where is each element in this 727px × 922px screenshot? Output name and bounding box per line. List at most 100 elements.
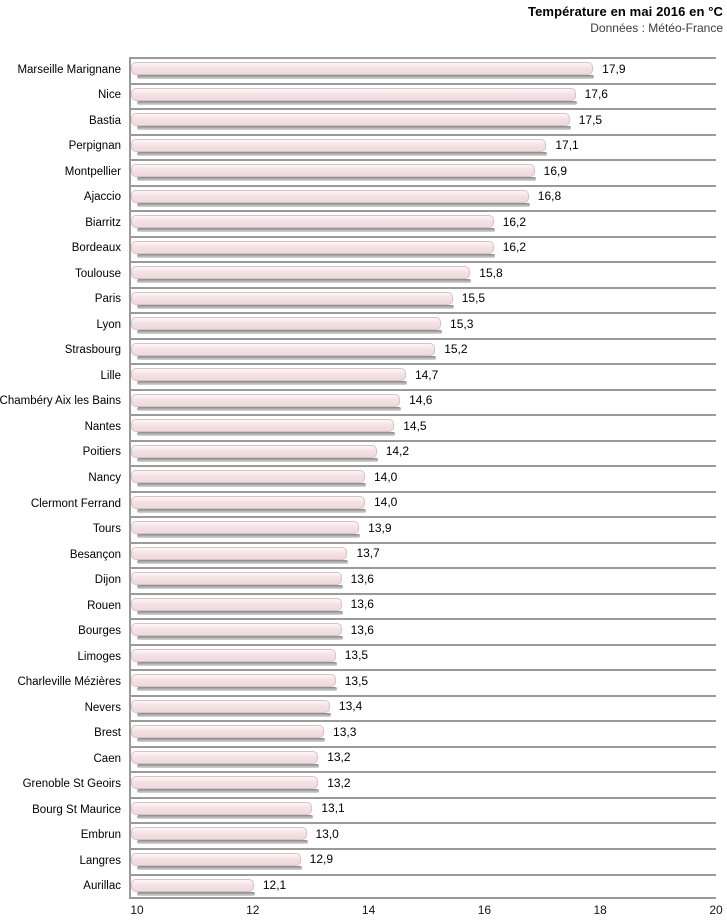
bar-shadow [137,483,366,488]
bar-shadow [137,253,495,258]
category-label: Tours [92,523,121,536]
bar-shadow [137,202,530,207]
row-plot-cell: 15,8 [129,261,716,287]
chart-row: Bastia 17,5 [0,108,716,134]
row-plot-cell: 14,6 [129,388,716,415]
category-label: Rouen [87,599,121,612]
chart-row: Marseille Marignane 17,9 [0,57,716,83]
temperature-bar [131,852,301,866]
category-label: Charleville Mézières [17,676,121,689]
value-label: 14,5 [403,418,427,433]
value-label: 17,1 [555,138,579,153]
row-plot-cell: 17,5 [129,108,716,134]
bar-shadow [137,381,407,386]
chart-row: Limoges 13,5 [0,643,716,670]
bar-shadow [137,304,454,309]
row-plot-cell: 13,5 [129,643,716,670]
bar-shadow [137,738,326,743]
category-label: Nevers [84,701,121,714]
category-label: Biarritz [85,216,121,229]
value-label: 14,6 [409,393,433,408]
x-axis-tick-label: 16 [477,903,492,917]
category-label: Montpellier [64,165,121,178]
value-label: 13,5 [344,648,369,663]
temperature-bar [131,827,307,841]
row-plot-cell: 13,9 [129,516,716,542]
row-plot-cell: 13,2 [129,745,716,772]
row-plot-cell: 14,0 [129,490,716,517]
value-label: 17,5 [578,112,603,127]
chart-row: Brest 13,3 [0,720,716,746]
category-label: Bastia [89,114,121,127]
chart-subtitle: Données : Météo-France [590,21,723,35]
temperature-bar [131,623,342,637]
bar-shadow [137,457,378,462]
row-plot-cell: 16,2 [129,235,716,262]
bar-shadow [137,151,548,156]
value-label: 13,1 [321,801,345,816]
temperature-bar [131,291,453,305]
bar-shadow [137,687,337,692]
category-label: Strasbourg [64,344,121,357]
row-plot-cell: 16,2 [129,210,716,236]
value-label: 16,9 [543,163,567,178]
temperature-bar [131,878,254,892]
category-label: Lille [100,369,121,382]
category-label: Brest [94,727,121,740]
row-plot-cell: 13,7 [129,541,716,568]
chart-row: Rouen 13,6 [0,592,716,619]
bar-chart-plot-area: Marseille Marignane 17,9 Nice 17,6 Bastia 17,… [0,57,716,900]
bar-shadow [137,534,361,539]
chart-row: Clermont Ferrand 14,0 [0,490,716,517]
bar-shadow [137,891,255,896]
temperature-bar [131,470,365,484]
bar-shadow [137,559,349,564]
bar-shadow [137,406,402,411]
temperature-bar [131,215,494,229]
value-label: 13,5 [344,673,369,688]
temperature-bar [131,674,336,688]
chart-row: Nice 17,6 [0,82,716,109]
chart-row: Dijon 13,6 [0,567,716,593]
category-label: Bordeaux [71,242,121,255]
temperature-bar [131,801,313,815]
value-label: 13,6 [350,597,374,612]
bar-shadow [137,355,437,360]
value-label: 13,6 [350,622,374,637]
bar-shadow [137,100,577,105]
bar-shadow [137,585,343,590]
row-plot-cell: 13,3 [129,720,716,746]
chart-row: Caen 13,2 [0,745,716,772]
row-plot-cell: 13,6 [129,592,716,619]
value-label: 14,0 [374,469,398,484]
temperature-bar [131,266,471,280]
temperature-bar [131,240,494,254]
value-label: 13,2 [327,775,351,790]
row-plot-cell: 14,2 [129,439,716,466]
chart-row: Charleville Mézières 13,5 [0,669,716,695]
row-plot-cell: 13,4 [129,694,716,721]
chart-row: Montpellier 16,9 [0,159,716,185]
category-label: Nice [97,89,121,102]
row-plot-cell: 16,9 [129,159,716,185]
category-label: Caen [93,752,122,765]
chart-row: Besançon 13,7 [0,541,716,568]
x-axis-tick-label: 14 [361,903,376,917]
bar-shadow [137,432,396,437]
value-label: 13,3 [333,724,357,739]
temperature-bar [131,597,342,611]
row-plot-cell: 14,0 [129,465,716,491]
value-label: 13,6 [350,571,374,586]
value-label: 15,3 [450,316,474,331]
row-plot-cell: 13,6 [129,567,716,593]
row-plot-cell: 16,8 [129,184,716,211]
chart-row: Grenoble St Geoirs 13,2 [0,771,716,797]
value-label: 13,0 [315,826,339,841]
bar-shadow [137,279,472,284]
category-label: Nantes [84,420,121,433]
temperature-bar [131,317,442,331]
chart-row: Nancy 14,0 [0,465,716,491]
chart-row: Nantes 14,5 [0,414,716,440]
category-label: Bourges [78,625,121,638]
bar-shadow [137,126,571,131]
